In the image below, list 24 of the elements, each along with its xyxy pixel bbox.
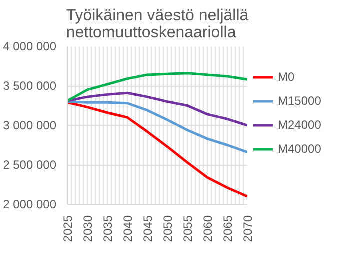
y-tick-label: 3 500 000 <box>3 79 57 93</box>
line-series <box>68 101 248 198</box>
legend-label: M24000 <box>278 118 322 132</box>
x-tick-label: 2035 <box>101 215 115 242</box>
y-tick-label: 2 500 000 <box>3 158 57 172</box>
x-tick-label: 2040 <box>121 215 135 242</box>
chart-title: Työikäinen väestö neljällä nettomuuttoskenaariolla <box>66 8 249 42</box>
x-tick-label: 2050 <box>161 215 175 242</box>
x-tick-label: 2060 <box>201 215 215 242</box>
line-series <box>68 100 248 154</box>
line-series <box>68 92 248 127</box>
x-tick-label: 2055 <box>181 215 195 242</box>
legend-label: M40000 <box>278 142 322 156</box>
x-tick-label: 2030 <box>81 215 95 242</box>
legend-label: M15000 <box>278 94 322 108</box>
y-tick-label: 3 000 000 <box>3 118 57 132</box>
x-tick-label: 2070 <box>241 215 255 242</box>
x-tick-label: 2065 <box>221 215 235 242</box>
legend-label: M0 <box>278 70 296 84</box>
x-tick-label: 2045 <box>141 215 155 242</box>
y-tick-label: 4 000 000 <box>3 40 57 54</box>
x-tick-label: 2025 <box>61 215 75 242</box>
y-tick-label: 2 000 000 <box>3 198 57 212</box>
line-series <box>68 72 248 102</box>
